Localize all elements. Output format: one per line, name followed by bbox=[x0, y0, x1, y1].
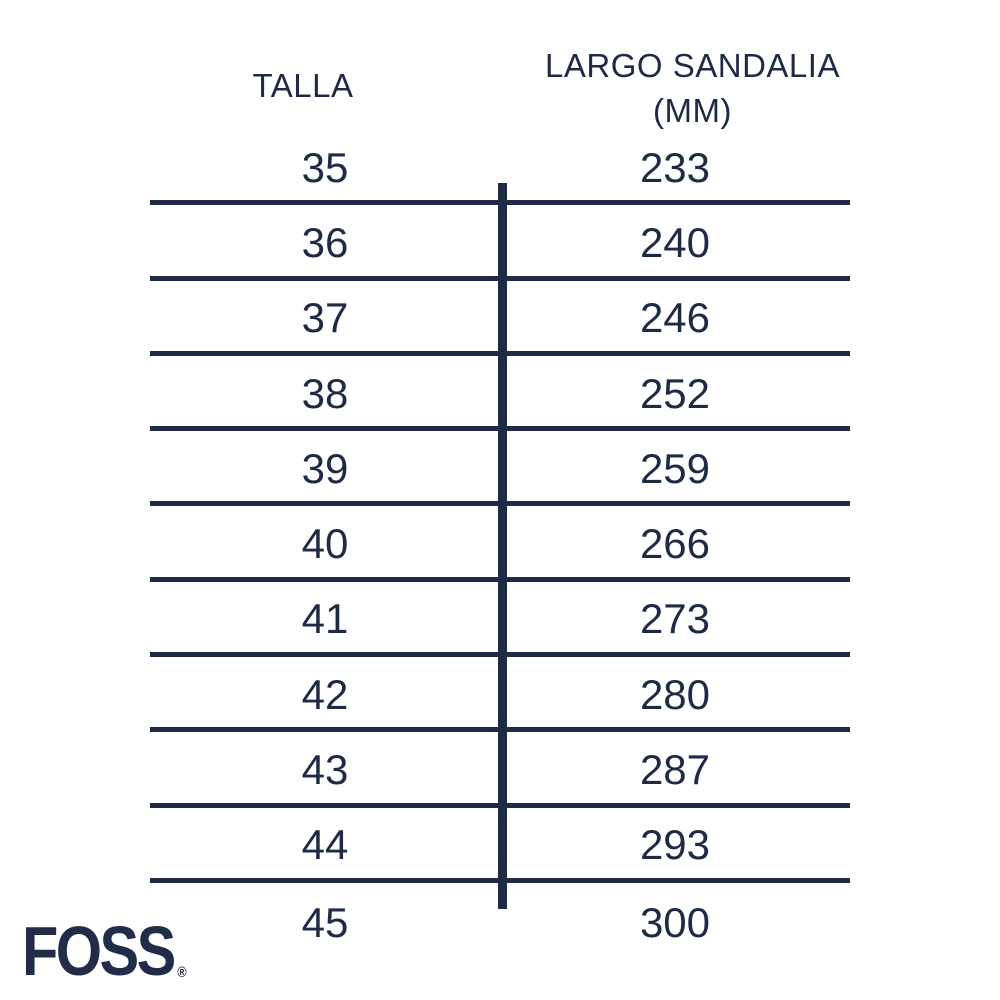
column-divider-line bbox=[498, 183, 507, 909]
talla-cell: 35 bbox=[301, 143, 349, 191]
column-header-talla: TALLA bbox=[252, 67, 354, 104]
talla-cell: 41 bbox=[301, 595, 349, 643]
largo-cell: 252 bbox=[639, 369, 711, 417]
largo-cell: 293 bbox=[639, 821, 711, 869]
largo-cell: 280 bbox=[639, 670, 711, 718]
largo-cell: 266 bbox=[639, 520, 711, 568]
largo-cell: 287 bbox=[639, 746, 711, 794]
talla-cell: 36 bbox=[301, 218, 349, 266]
talla-cell: 45 bbox=[301, 899, 349, 947]
registered-trademark-icon: ® bbox=[177, 964, 187, 981]
largo-cell: 233 bbox=[639, 143, 711, 191]
foss-logo: FOSS ® bbox=[22, 912, 187, 990]
largo-cell: 273 bbox=[639, 595, 711, 643]
talla-cell: 37 bbox=[301, 294, 349, 342]
column-header-largo-line1: LARGO SANDALIA bbox=[545, 47, 840, 84]
table-row: 45 300 bbox=[150, 883, 850, 958]
talla-cell: 44 bbox=[301, 821, 349, 869]
largo-cell: 300 bbox=[639, 899, 711, 947]
talla-cell: 42 bbox=[301, 670, 349, 718]
talla-cell: 39 bbox=[301, 444, 349, 492]
largo-cell: 259 bbox=[639, 444, 711, 492]
column-header-largo-line2: (MM) bbox=[653, 92, 732, 129]
foss-logo-text: FOSS bbox=[22, 912, 176, 990]
largo-cell: 246 bbox=[639, 294, 711, 342]
talla-cell: 38 bbox=[301, 369, 349, 417]
talla-cell: 43 bbox=[301, 746, 349, 794]
talla-cell: 40 bbox=[301, 520, 349, 568]
largo-cell: 240 bbox=[639, 218, 711, 266]
column-header-largo: LARGO SANDALIA (MM) bbox=[510, 43, 875, 133]
